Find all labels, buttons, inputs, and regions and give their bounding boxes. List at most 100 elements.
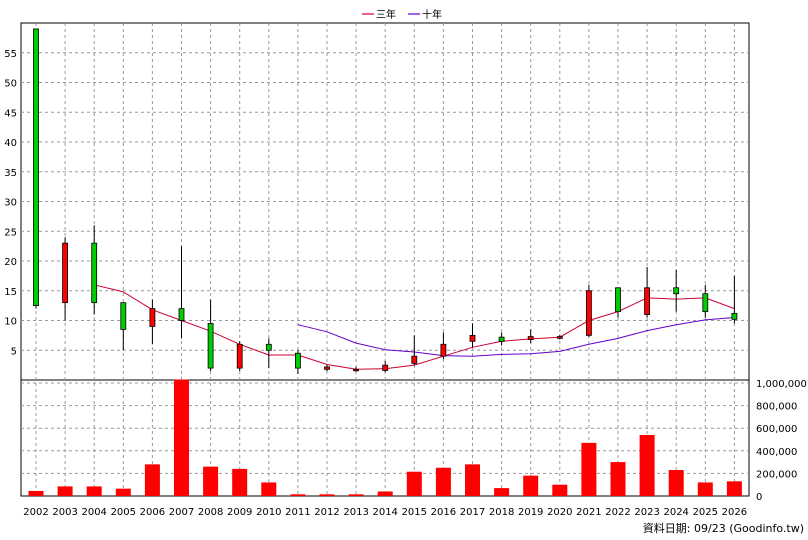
candle-body	[382, 364, 389, 371]
x-axis: 2002 2003 2004 2005 2006 2007 2008 2009 2010 2011…	[23, 507, 747, 518]
volume-bar	[261, 482, 277, 496]
volume-bar	[435, 467, 451, 496]
volume-bar	[610, 462, 626, 496]
volume-tick-label: 400,000	[756, 447, 797, 458]
x-tick-label: 2007	[169, 507, 194, 518]
x-tick-label: 2003	[52, 507, 77, 518]
volume-bar	[552, 484, 568, 496]
x-tick-label: 2025	[693, 507, 718, 518]
volume-tick-label: 0	[756, 492, 762, 503]
volume-bar	[406, 471, 422, 496]
volume-bar	[581, 442, 597, 496]
legend: 三年 十年	[362, 8, 442, 21]
volume-tick-label: 1,000,000	[756, 379, 807, 390]
x-tick-label: 2013	[343, 507, 368, 518]
volume-bar	[494, 488, 510, 496]
candle-body	[498, 336, 505, 342]
price-tick-label: 45	[4, 108, 17, 119]
price-axis: 5 10 15 20 25 30 35 40 45 50 55	[4, 49, 17, 358]
candle-body	[62, 242, 68, 304]
price-tick-label: 40	[4, 138, 17, 149]
x-tick-label: 2015	[402, 507, 427, 518]
volume-bar	[726, 481, 742, 496]
volume-bar	[86, 486, 102, 496]
ma-line	[297, 317, 735, 357]
price-tick-label: 20	[4, 257, 17, 268]
x-tick-label: 2021	[576, 507, 601, 518]
volume-bar	[28, 490, 44, 496]
volume-bar	[668, 470, 684, 496]
candle-body	[469, 334, 476, 342]
candle-body	[236, 343, 243, 369]
legend-label: 十年	[422, 8, 442, 21]
x-tick-label: 2005	[111, 507, 136, 518]
x-tick-label: 2017	[460, 507, 485, 518]
price-tick-label: 30	[4, 198, 17, 209]
x-tick-label: 2002	[23, 507, 48, 518]
volume-tick-label: 600,000	[756, 424, 797, 435]
price-tick-label: 50	[4, 79, 17, 90]
candle-body	[294, 352, 301, 369]
candle-body	[411, 355, 418, 364]
volume-bar	[348, 494, 364, 496]
price-tick-label: 15	[4, 287, 17, 298]
volume-bar	[115, 488, 131, 496]
candle-body	[33, 28, 39, 307]
candle-body	[556, 336, 563, 339]
x-tick-label: 2023	[634, 507, 659, 518]
candle-body	[586, 290, 592, 336]
volume-bar	[319, 494, 335, 496]
candle-body	[702, 293, 709, 312]
candle-body	[178, 308, 185, 321]
x-tick-label: 2022	[605, 507, 630, 518]
candle-body	[731, 312, 738, 320]
volume-bar	[465, 464, 480, 496]
x-tick-label: 2026	[722, 507, 747, 518]
volume-bar	[639, 434, 655, 496]
candle-body	[149, 308, 156, 327]
candle-body	[207, 323, 214, 369]
x-tick-label: 2009	[227, 507, 252, 518]
candle-body	[324, 366, 330, 370]
price-tick-label: 55	[4, 49, 17, 60]
x-tick-label: 2020	[547, 507, 572, 518]
volume-bar	[290, 494, 306, 496]
x-tick-label: 2008	[198, 507, 223, 518]
volume-axis: 0 200,000 400,000 600,000 800,000 1,000,000	[756, 379, 807, 503]
volume-tick-label: 800,000	[756, 402, 797, 413]
volume-bar	[523, 475, 539, 496]
candle-body	[644, 287, 650, 315]
volume-bar	[232, 468, 248, 496]
source-note: 資料日期: 09/23 (Goodinfo.tw)	[643, 521, 804, 535]
candlesticks	[33, 28, 738, 375]
volume-bars	[28, 379, 742, 496]
x-tick-label: 2012	[314, 507, 339, 518]
x-tick-label: 2004	[81, 507, 106, 518]
x-tick-label: 2018	[489, 507, 514, 518]
volume-bar	[203, 466, 219, 496]
x-tick-label: 2024	[663, 507, 688, 518]
volume-bar	[57, 486, 73, 496]
volume-tick-label: 200,000	[756, 469, 797, 480]
volume-bar	[377, 491, 393, 496]
legend-label: 三年	[376, 8, 396, 21]
volume-bar	[174, 379, 189, 496]
price-tick-label: 35	[4, 168, 17, 179]
x-tick-label: 2019	[518, 507, 543, 518]
volume-bar	[144, 464, 160, 496]
candle-body	[353, 368, 360, 372]
candle-body	[673, 287, 680, 295]
candle-body	[265, 343, 272, 351]
candle-body	[120, 302, 127, 330]
candle-body	[527, 336, 534, 340]
price-tick-label: 10	[4, 317, 17, 328]
x-tick-label: 2011	[285, 507, 310, 518]
candle-body	[91, 242, 98, 304]
x-tick-label: 2016	[431, 507, 456, 518]
price-tick-label: 25	[4, 227, 17, 238]
x-tick-label: 2010	[256, 507, 281, 518]
candle-body	[440, 343, 447, 357]
price-tick-label: 5	[11, 346, 17, 357]
candle-body	[615, 287, 621, 312]
